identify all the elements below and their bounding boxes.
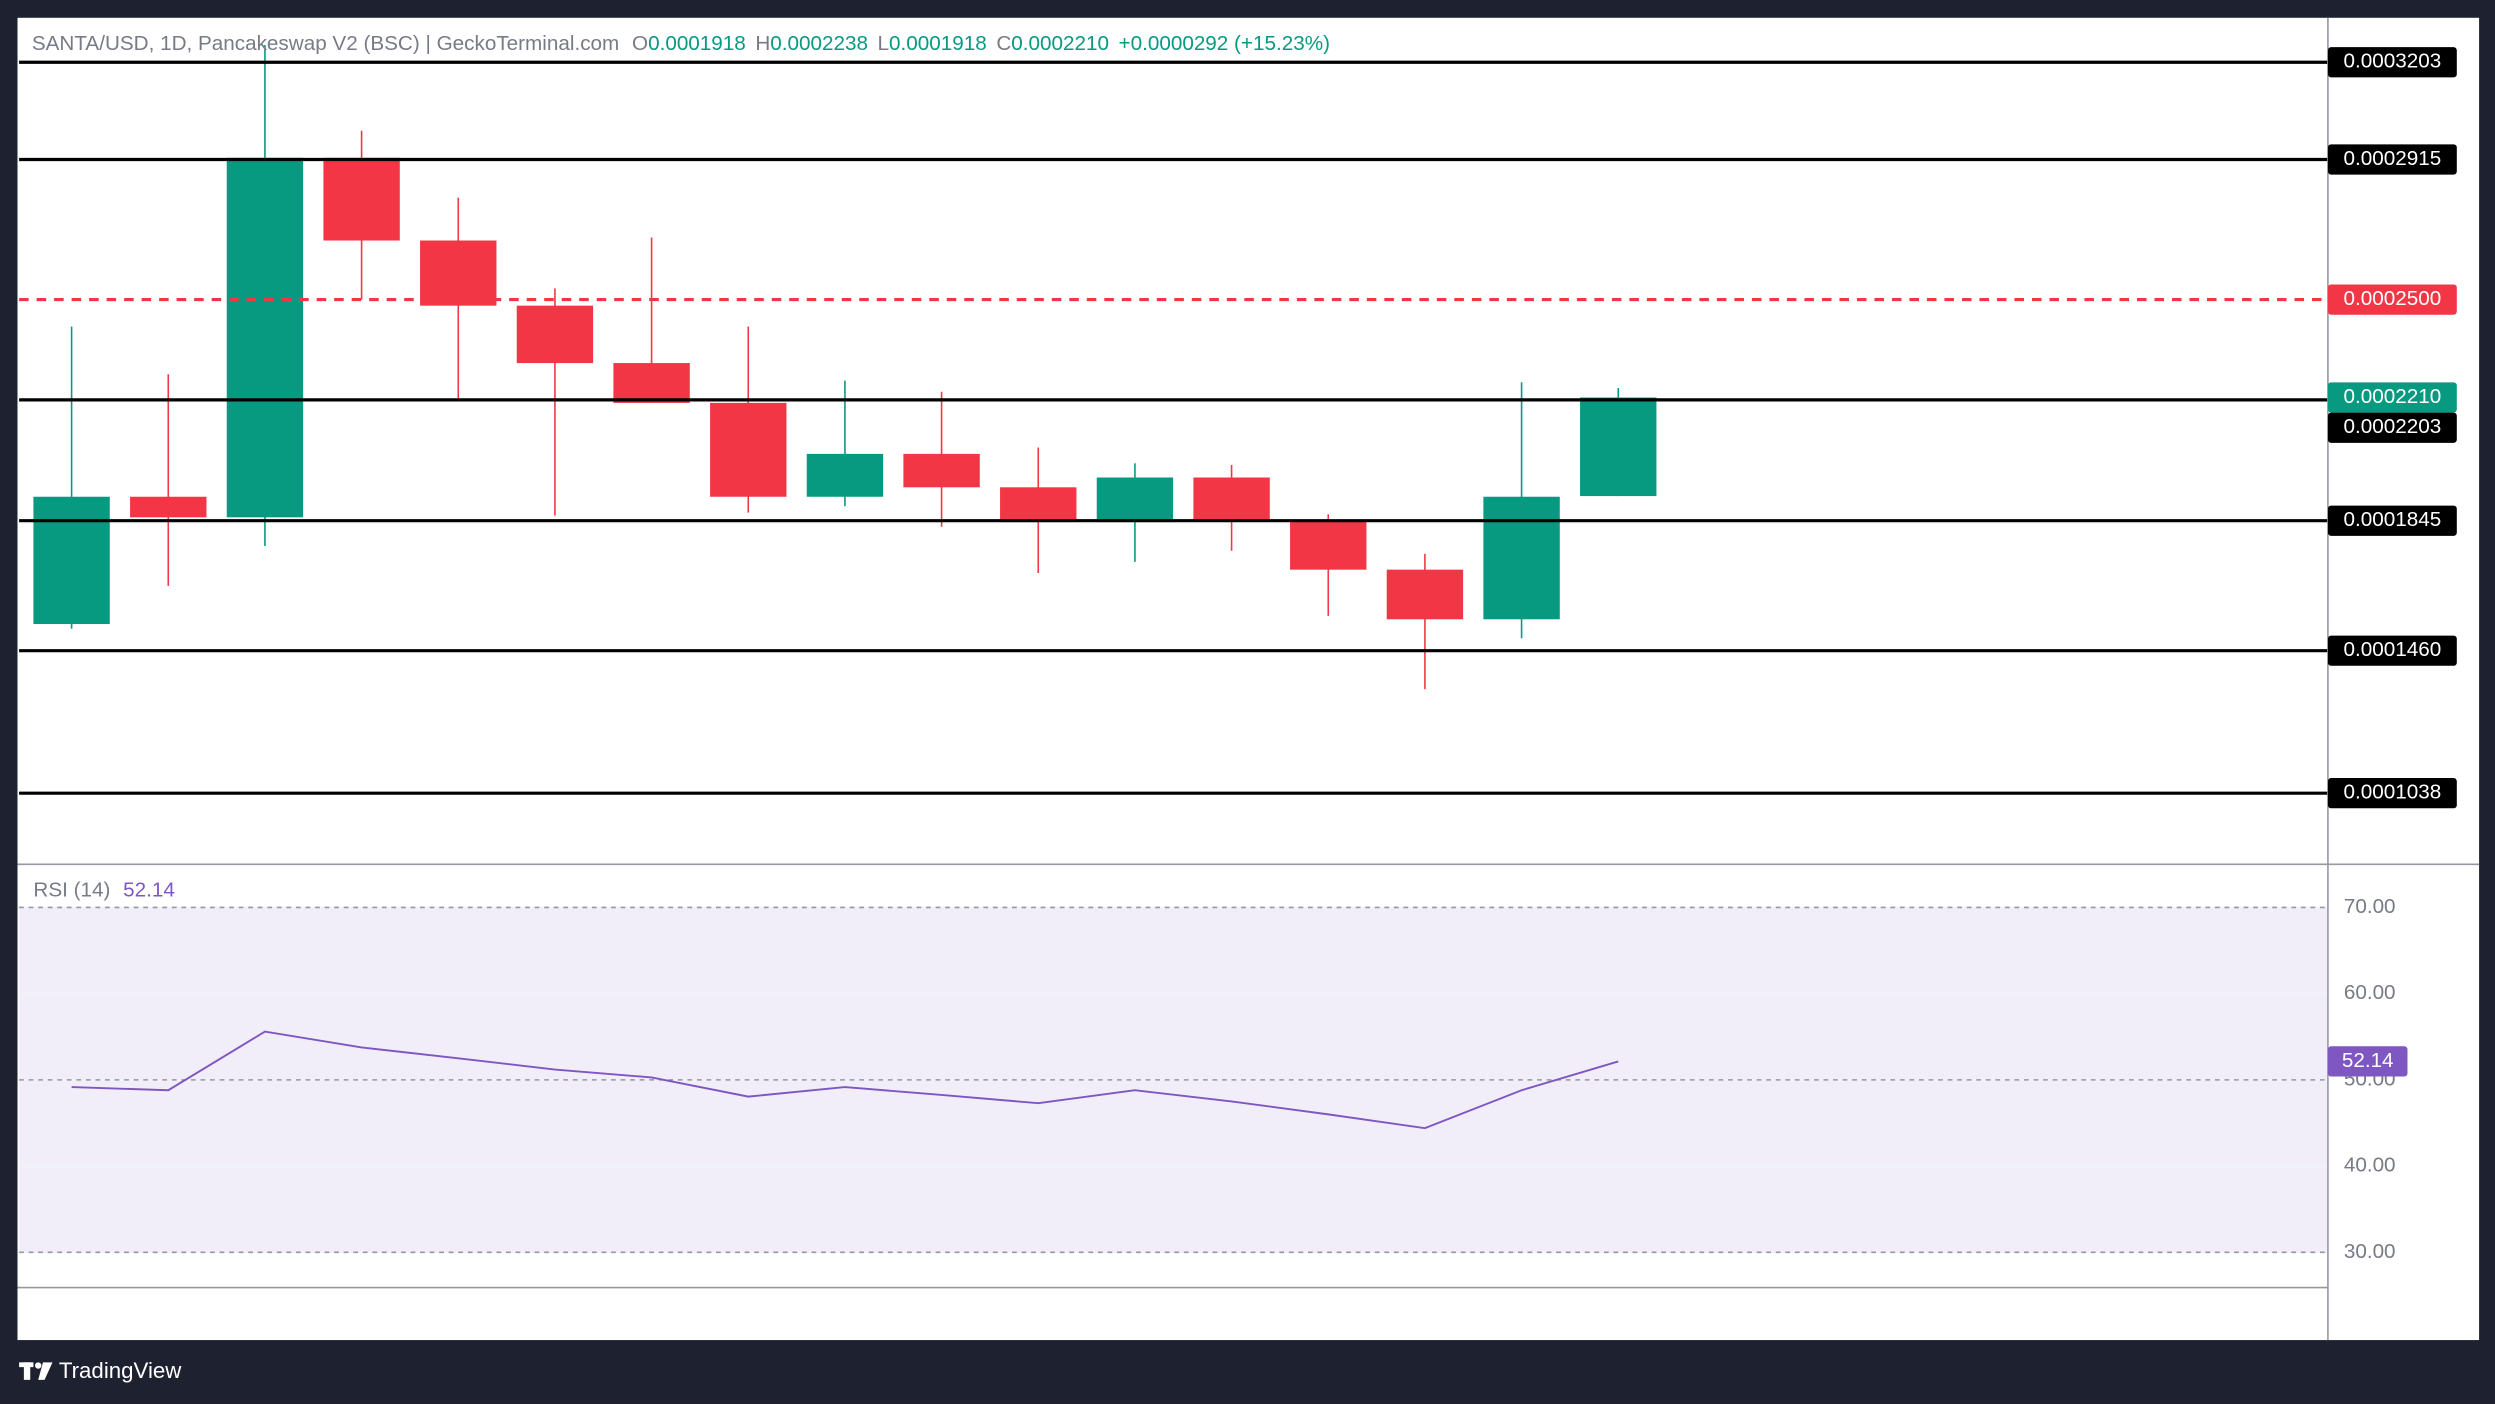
price-badge-label: 0.0002500 (2344, 287, 2442, 310)
y-tick-label: 60.00 (2344, 981, 2396, 1004)
price-badge (2327, 382, 2457, 413)
brand-logo: TradingView (19, 1358, 182, 1383)
y-tick-label: 30.00 (2344, 1240, 2396, 1263)
price-badge-label: 0.0001460 (2344, 638, 2442, 661)
candle-body (1386, 569, 1464, 620)
indicator-value: 52.14 (123, 879, 175, 902)
candle-body (1290, 520, 1367, 570)
price-badge (2327, 635, 2457, 666)
candle-body (903, 453, 980, 488)
price-badge-label: 0.0001038 (2344, 781, 2442, 804)
price-badge (2327, 284, 2457, 315)
candle-body (1193, 477, 1270, 521)
legend-letter: H (755, 32, 770, 55)
y-tick-label: 40.00 (2344, 1154, 2396, 1177)
price-badge (2327, 778, 2457, 809)
price-badge (2327, 144, 2457, 175)
candle-body (1000, 487, 1077, 523)
price-badge-label: 0.0002203 (2344, 415, 2442, 438)
logo-part (35, 1362, 42, 1369)
candle-body (1483, 496, 1560, 620)
indicator-legend: RSI (14) 52.14 (33, 879, 174, 902)
candle-body (323, 157, 400, 241)
marks-layer (19, 45, 2328, 1254)
legend-letter: C (996, 32, 1011, 55)
candle-body (1580, 397, 1657, 497)
legend-change: +0.0000292 (+15.23%) (1119, 32, 1330, 55)
indicator-badge (2327, 1046, 2408, 1077)
candle-body (420, 240, 497, 306)
legend-value: 0.0002210 (1011, 32, 1109, 55)
price-badge (2327, 412, 2457, 443)
candle-body (613, 363, 690, 403)
chart-legend: SANTA/USD, 1D, Pancakeswap V2 (BSC) | Ge… (32, 32, 1330, 55)
price-badge-label: 0.0002915 (2344, 147, 2442, 170)
legend-value: 0.0001918 (648, 32, 746, 55)
axes-layer: 0.0003203 0.0002915 0.0002500 0.0002210 0.00… (2327, 47, 2457, 1263)
candle-body (516, 305, 594, 364)
legend-value: 0.0002238 (770, 32, 868, 55)
legend-letter: O (632, 32, 648, 55)
price-badge (2327, 47, 2457, 78)
symbol: SANTA/USD, 1D, Pancakeswap V2 (BSC) | Ge… (32, 32, 619, 55)
candle-body (1096, 477, 1174, 523)
candle-body (226, 157, 304, 518)
y-tick-label: 70.00 (2344, 895, 2396, 918)
brand: TradingView (59, 1358, 182, 1383)
candle-body (806, 453, 884, 497)
candle-body (33, 496, 110, 625)
chart-area (17, 17, 2480, 1341)
indicator-name: RSI (14) (33, 879, 110, 902)
candle-body (710, 402, 787, 497)
price-badge-label: 0.0002210 (2344, 385, 2442, 408)
logo-part (23, 1362, 31, 1380)
indicator-badge-label: 52.14 (2342, 1049, 2394, 1072)
price-badge-label: 0.0003203 (2344, 50, 2442, 73)
price-badge-label: 0.0001845 (2344, 508, 2442, 531)
legend-letter: L (878, 32, 889, 55)
legend-value: 0.0001918 (889, 32, 987, 55)
indicator-line (71, 1030, 1619, 1130)
candle-body (130, 496, 207, 518)
logo-part (38, 1362, 53, 1380)
price-badge (2327, 505, 2457, 536)
